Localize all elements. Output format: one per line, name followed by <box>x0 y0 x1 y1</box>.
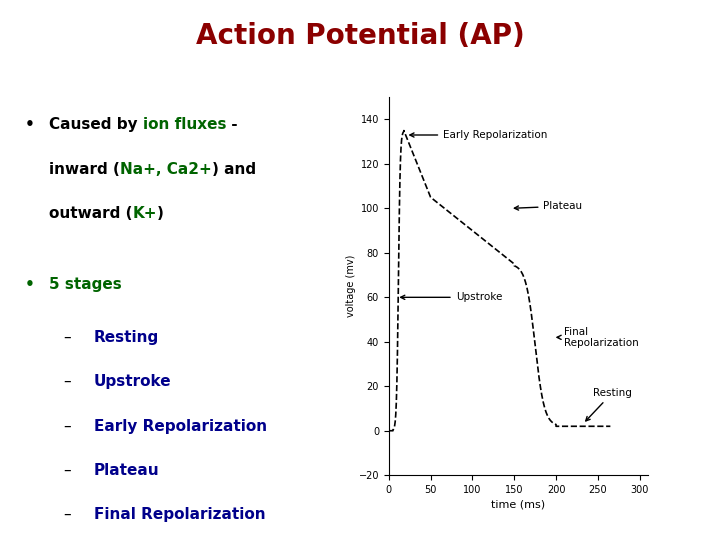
Text: Resting: Resting <box>94 330 159 345</box>
Text: ion fluxes: ion fluxes <box>143 117 226 132</box>
Text: Plateau: Plateau <box>514 201 582 211</box>
Text: -: - <box>226 117 238 132</box>
Text: Upstroke: Upstroke <box>94 374 171 389</box>
Y-axis label: voltage (mv): voltage (mv) <box>346 255 356 318</box>
Text: –: – <box>63 330 71 345</box>
Text: K+: K+ <box>132 206 157 221</box>
Text: Early Repolarization: Early Repolarization <box>410 130 547 140</box>
Text: inward (: inward ( <box>49 161 120 177</box>
Text: Final
Repolarization: Final Repolarization <box>557 327 639 348</box>
Text: Plateau: Plateau <box>94 463 160 478</box>
Text: Final Repolarization: Final Repolarization <box>94 507 266 522</box>
Text: Resting: Resting <box>586 388 631 421</box>
Text: •: • <box>24 277 35 292</box>
Text: –: – <box>63 418 71 434</box>
Text: Action Potential (AP): Action Potential (AP) <box>196 22 524 50</box>
Text: Early Repolarization: Early Repolarization <box>94 418 267 434</box>
Text: ) and: ) and <box>212 161 256 177</box>
Text: –: – <box>63 507 71 522</box>
Text: Na+, Ca2+: Na+, Ca2+ <box>120 161 212 177</box>
Text: 5 stages: 5 stages <box>49 277 122 292</box>
Text: outward (: outward ( <box>49 206 132 221</box>
X-axis label: time (ms): time (ms) <box>491 499 546 509</box>
Text: Caused by: Caused by <box>49 117 143 132</box>
Text: Upstroke: Upstroke <box>400 292 502 302</box>
Text: •: • <box>24 117 35 132</box>
Text: –: – <box>63 463 71 478</box>
Text: ): ) <box>157 206 164 221</box>
Text: –: – <box>63 374 71 389</box>
